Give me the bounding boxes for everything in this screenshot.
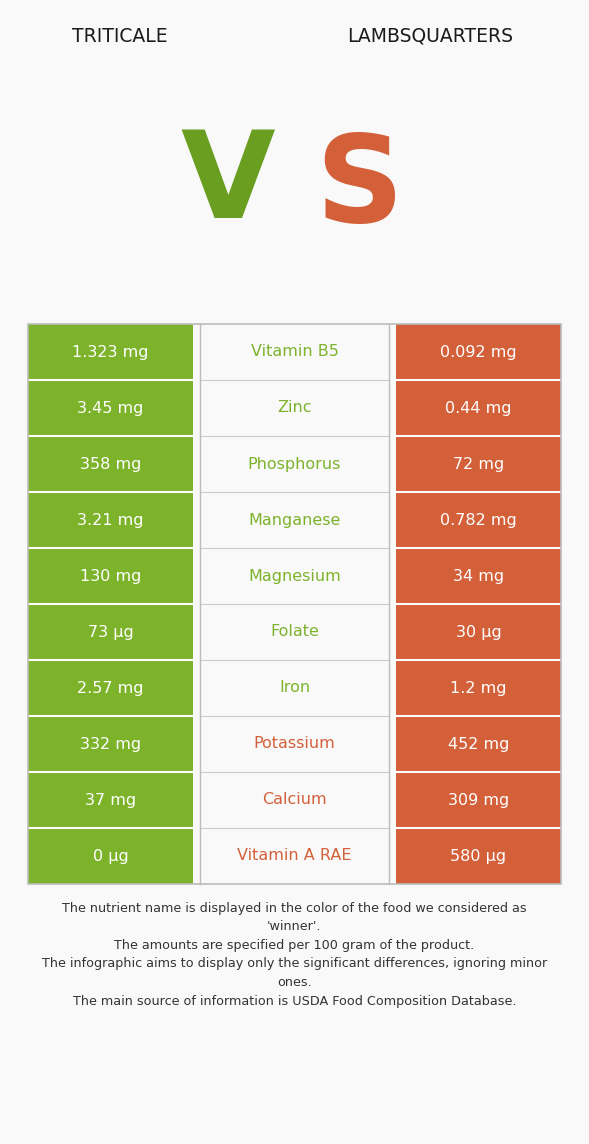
Bar: [28, 828, 193, 884]
Text: 2.57 mg: 2.57 mg: [77, 681, 144, 696]
Text: Manganese: Manganese: [249, 513, 340, 527]
Text: Vitamin B5: Vitamin B5: [250, 344, 339, 359]
Text: 309 mg: 309 mg: [448, 793, 509, 808]
Text: V: V: [180, 126, 275, 243]
Bar: [28, 716, 193, 772]
Text: 0.782 mg: 0.782 mg: [440, 513, 517, 527]
Bar: [28, 324, 193, 380]
Bar: [28, 548, 193, 604]
Text: 0.44 mg: 0.44 mg: [445, 400, 512, 415]
Text: 332 mg: 332 mg: [80, 737, 141, 752]
Text: Phosphorus: Phosphorus: [248, 456, 341, 471]
Text: Calcium: Calcium: [262, 793, 327, 808]
Text: 0 μg: 0 μg: [92, 849, 128, 864]
Text: LAMBSQUARTERS: LAMBSQUARTERS: [347, 26, 513, 46]
Text: 73 μg: 73 μg: [88, 625, 133, 639]
Bar: [396, 492, 561, 548]
Bar: [396, 604, 561, 660]
Bar: [28, 604, 193, 660]
Bar: [396, 772, 561, 828]
Text: Zinc: Zinc: [277, 400, 312, 415]
Text: 1.2 mg: 1.2 mg: [450, 681, 507, 696]
Bar: [28, 772, 193, 828]
Text: 130 mg: 130 mg: [80, 569, 141, 583]
Bar: [28, 660, 193, 716]
Text: 358 mg: 358 mg: [80, 456, 141, 471]
Bar: [396, 660, 561, 716]
Text: 580 μg: 580 μg: [451, 849, 507, 864]
Text: Potassium: Potassium: [254, 737, 335, 752]
Bar: [396, 548, 561, 604]
Text: TRITICALE: TRITICALE: [72, 26, 168, 46]
Bar: [396, 716, 561, 772]
Text: 3.21 mg: 3.21 mg: [77, 513, 144, 527]
Bar: [28, 492, 193, 548]
Bar: [396, 828, 561, 884]
Text: Folate: Folate: [270, 625, 319, 639]
Text: S: S: [315, 130, 403, 247]
Text: 0.092 mg: 0.092 mg: [440, 344, 517, 359]
Text: Magnesium: Magnesium: [248, 569, 341, 583]
Text: 452 mg: 452 mg: [448, 737, 509, 752]
Bar: [28, 436, 193, 492]
Text: 3.45 mg: 3.45 mg: [77, 400, 144, 415]
Text: 37 mg: 37 mg: [85, 793, 136, 808]
Bar: [396, 324, 561, 380]
Text: 1.323 mg: 1.323 mg: [72, 344, 149, 359]
Bar: [396, 436, 561, 492]
Text: 34 mg: 34 mg: [453, 569, 504, 583]
Text: The nutrient name is displayed in the color of the food we considered as
'winner: The nutrient name is displayed in the co…: [42, 901, 547, 1008]
Bar: [28, 380, 193, 436]
Bar: [396, 380, 561, 436]
Text: 72 mg: 72 mg: [453, 456, 504, 471]
Text: Vitamin A RAE: Vitamin A RAE: [237, 849, 352, 864]
Text: Iron: Iron: [279, 681, 310, 696]
Bar: [28, 324, 561, 884]
Text: 30 μg: 30 μg: [456, 625, 501, 639]
